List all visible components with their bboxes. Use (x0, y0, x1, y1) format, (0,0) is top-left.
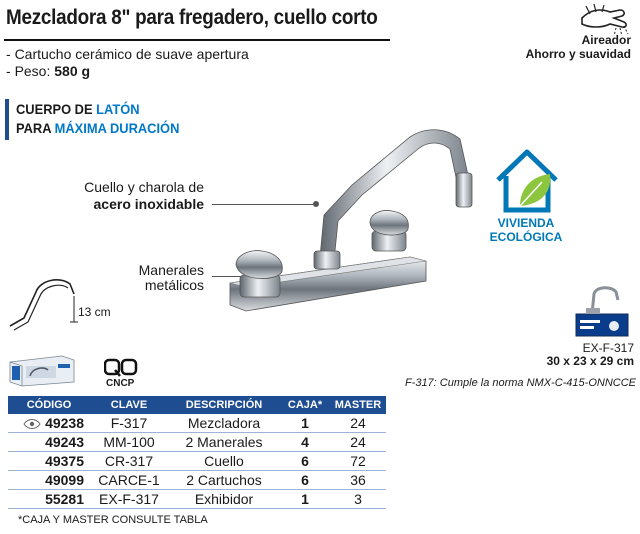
feature-cartucho: - Cartucho cerámico de suave apertura (6, 46, 249, 62)
callout-manerales-leader (212, 276, 248, 277)
cell-master: 24 (330, 432, 386, 452)
table-footnote: *CAJA Y MASTER CONSULTE TABLA (18, 514, 208, 526)
cuerpo-line-1: CUERPO DE LATÓN (16, 101, 140, 117)
exhibidor-dimensions: 30 x 23 x 29 cm (546, 354, 634, 368)
cncp-label: CNCP (106, 378, 135, 389)
cell-caja: 1 (280, 489, 330, 509)
cell-descripcion: 2 Cartuchos (168, 470, 280, 490)
cell-caja: 6 (280, 470, 330, 490)
cell-clave: F-317 (90, 414, 168, 433)
callout-cuello-leader (212, 204, 316, 205)
cell-descripcion: Exhibidor (168, 489, 280, 509)
callout-cuello-line-1: Cuello y charola de (84, 179, 204, 195)
cell-codigo: 49099 (8, 470, 90, 490)
packaging-box-image (9, 355, 75, 387)
cell-clave: CARCE-1 (90, 470, 168, 490)
cell-codigo: 49238 (8, 414, 90, 433)
table-row: 49099 CARCE-1 2 Cartuchos 6 36 (8, 470, 386, 490)
feature-peso: - Peso: 580 g (6, 63, 91, 79)
eye-icon (23, 419, 41, 430)
cell-caja: 4 (280, 432, 330, 452)
exhibidor-product-image (575, 286, 629, 337)
dimension-13cm: 13 cm (78, 305, 111, 319)
product-table: CÓDIGO CLAVE DESCRIPCIÓN CAJA* MASTER 49… (8, 396, 386, 509)
exhibidor-code: EX-F-317 (582, 341, 634, 355)
table-row: 49243 MM-100 2 Manerales 4 24 (8, 432, 386, 452)
header-master: MASTER (330, 396, 386, 414)
callout-manerales-line-1: Manerales (138, 262, 204, 278)
cell-descripcion: Cuello (168, 451, 280, 471)
cell-clave: CR-317 (90, 451, 168, 471)
cell-codigo: 55281 (8, 489, 90, 509)
table-row: 49238 F-317 Mezcladora 1 24 (8, 414, 386, 433)
vivienda-ecologica-icon (496, 149, 558, 213)
accent-bar (5, 99, 9, 140)
cell-codigo: 49375 (8, 451, 90, 471)
faucet-dimension-sketch (9, 279, 78, 331)
aireador-hand-icon (581, 4, 629, 37)
title-divider (4, 39, 390, 41)
cell-clave: MM-100 (90, 432, 168, 452)
vivienda-ecologica-label: VIVIENDA ECOLÓGICA (489, 216, 563, 244)
norma-note: F-317: Cumple la norma NMX-C-415-ONNCCE (404, 377, 636, 389)
header-clave: CLAVE (90, 396, 168, 414)
cell-caja: 1 (280, 414, 330, 433)
cell-codigo: 49243 (8, 432, 90, 452)
page-title: Mezcladora 8" para fregadero, cuello cor… (6, 6, 378, 29)
peso-value: 580 g (54, 63, 91, 79)
aireador-subtitle: Ahorro y suavidad (525, 47, 631, 61)
callout-manerales-line-2: metálicos (144, 277, 204, 293)
cell-descripcion: 2 Manerales (168, 432, 280, 452)
header-caja: CAJA* (280, 396, 330, 414)
cell-master: 36 (330, 470, 386, 490)
cell-master: 72 (330, 451, 386, 471)
aireador-title: Aireador (581, 33, 631, 47)
cell-caja: 6 (280, 451, 330, 471)
header-descripcion: DESCRIPCIÓN (168, 396, 280, 414)
table-row: 55281 EX-F-317 Exhibidor 1 3 (8, 489, 386, 509)
cell-master: 3 (330, 489, 386, 509)
callout-cuello-line-2: acero inoxidable (93, 196, 204, 212)
table-row: 49375 CR-317 Cuello 6 72 (8, 451, 386, 471)
cncp-logo (104, 358, 138, 377)
cell-descripcion: Mezcladora (168, 414, 280, 433)
callout-cuello-dot (313, 201, 319, 207)
cuerpo-line-2: PARA MÁXIMA DURACIÓN (16, 120, 180, 136)
cell-master: 24 (330, 414, 386, 433)
cell-clave: EX-F-317 (90, 489, 168, 509)
table-header-row: CÓDIGO CLAVE DESCRIPCIÓN CAJA* MASTER (8, 396, 386, 414)
faucet-product-image (229, 129, 473, 312)
header-codigo: CÓDIGO (8, 396, 90, 414)
